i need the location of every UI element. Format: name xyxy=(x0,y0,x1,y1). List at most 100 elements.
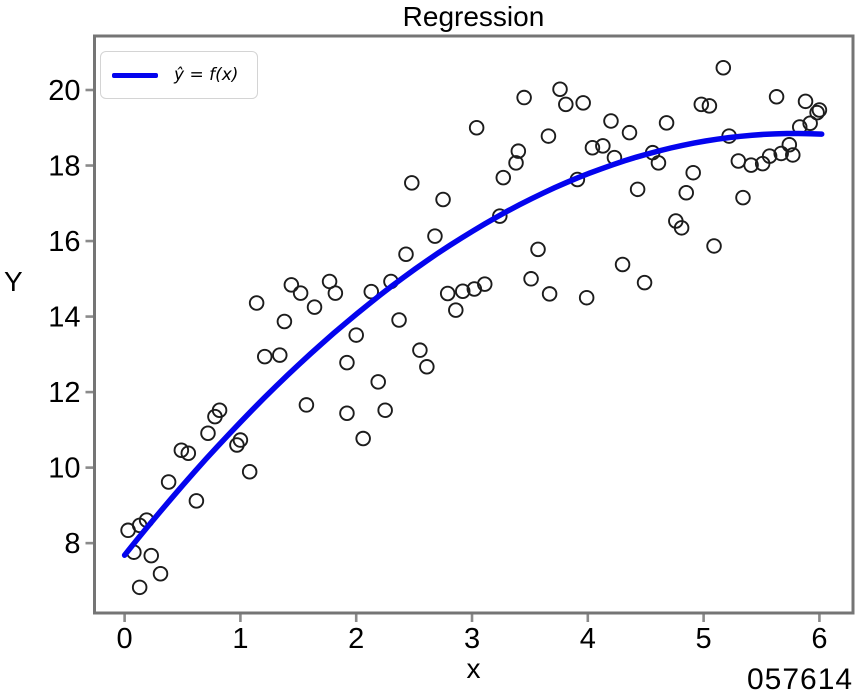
x-tick-label: 1 xyxy=(232,623,248,655)
legend-line-sample xyxy=(112,72,158,78)
scatter-point xyxy=(363,283,380,300)
scatter-point xyxy=(523,271,539,287)
y-tick-label: 10 xyxy=(48,453,80,485)
scatter-point xyxy=(701,98,718,114)
scatter-point xyxy=(495,169,512,186)
scatter-point xyxy=(377,402,393,418)
scatter-point xyxy=(173,442,190,458)
scatter-point xyxy=(693,96,710,113)
x-tick-label: 5 xyxy=(696,623,712,655)
scatter-point xyxy=(435,191,451,208)
scatter-point xyxy=(508,155,524,171)
scatter-point xyxy=(614,256,631,273)
y-tick-label: 8 xyxy=(64,528,80,560)
legend: ŷ = f(x) xyxy=(100,51,258,99)
x-tick-label: 3 xyxy=(464,623,480,655)
scatter-point xyxy=(391,312,407,328)
y-tick-label: 16 xyxy=(48,226,80,258)
scatter-point xyxy=(398,246,414,263)
scatter-point xyxy=(412,342,428,358)
scatter-point xyxy=(276,313,293,330)
scatter-point xyxy=(327,285,344,301)
scatter-point xyxy=(427,228,443,244)
scatter-point xyxy=(355,430,371,447)
y-tick-label: 20 xyxy=(48,75,80,107)
y-axis-label: Y xyxy=(4,266,23,297)
scatter-point xyxy=(730,153,747,169)
scatter-point xyxy=(131,579,148,596)
scatter-point xyxy=(152,565,169,582)
scatter-point xyxy=(552,81,568,97)
scatter-point xyxy=(809,104,825,121)
scatter-point xyxy=(650,155,667,171)
scatter-point xyxy=(768,89,785,105)
scatter-point xyxy=(811,102,828,118)
scatter-point xyxy=(706,238,722,254)
scatter-point xyxy=(348,327,364,343)
scatter-point xyxy=(802,115,818,131)
scatter-point xyxy=(541,286,558,302)
scatter-point xyxy=(584,140,601,156)
scatter-point xyxy=(188,493,205,509)
x-axis-label: x xyxy=(466,653,481,684)
scatter-point xyxy=(510,143,527,159)
x-tick-label: 4 xyxy=(580,623,596,655)
scatter-point xyxy=(685,164,701,181)
y-tick-label: 18 xyxy=(48,151,80,183)
scatter-point xyxy=(621,124,638,141)
scatter-point xyxy=(419,359,435,375)
scatter-point xyxy=(298,397,315,413)
corner-watermark: 057614 xyxy=(747,663,854,696)
scatter-point xyxy=(468,120,485,136)
scatter-point xyxy=(781,137,798,153)
scatter-point xyxy=(180,445,197,462)
scatter-point xyxy=(578,289,595,306)
scatter-point xyxy=(530,241,546,258)
scatter-point xyxy=(603,113,619,129)
scatter-point xyxy=(797,93,814,110)
scatter-point xyxy=(211,402,228,418)
scatter-point xyxy=(595,138,611,154)
fit-curve xyxy=(121,130,825,558)
scatter-point xyxy=(370,374,386,390)
scatter-point xyxy=(477,276,493,292)
scatter-point xyxy=(540,128,557,144)
scatter-point xyxy=(636,274,653,291)
y-tick-label: 14 xyxy=(48,302,80,334)
y-tick-label: 12 xyxy=(48,377,80,409)
legend-label: ŷ = f(x) xyxy=(174,65,239,85)
scatter-point xyxy=(743,157,759,173)
scatter-point xyxy=(232,432,249,448)
x-tick-label: 2 xyxy=(348,623,364,655)
scatter-point xyxy=(785,147,801,163)
scatter-point xyxy=(516,89,532,106)
scatter-point xyxy=(143,547,159,564)
scatter-point xyxy=(658,115,675,131)
scatter-point xyxy=(735,189,751,206)
scatter-point xyxy=(439,285,456,302)
scatter-point xyxy=(248,295,265,311)
scatter-point xyxy=(773,145,789,162)
scatter-point xyxy=(558,96,574,113)
scatter-point xyxy=(715,59,732,76)
scatter-point xyxy=(678,184,694,201)
scatter-point xyxy=(448,302,464,318)
scatter-point xyxy=(160,474,177,490)
scatter-point xyxy=(404,175,420,191)
scatter-point xyxy=(241,464,258,480)
scatter-point xyxy=(761,148,778,164)
scatter-point xyxy=(673,220,690,236)
x-tick-label: 6 xyxy=(811,623,827,655)
scatter-point xyxy=(256,348,273,365)
x-tick-label: 0 xyxy=(117,623,133,655)
scatter-point xyxy=(629,181,646,198)
chart-title: Regression xyxy=(402,1,545,32)
scatter-point xyxy=(283,277,300,293)
scatter-point xyxy=(575,95,591,111)
scatter-point xyxy=(200,425,216,442)
axes-frame xyxy=(93,34,855,615)
scatter-point xyxy=(272,347,288,363)
scatter-point xyxy=(339,405,355,421)
